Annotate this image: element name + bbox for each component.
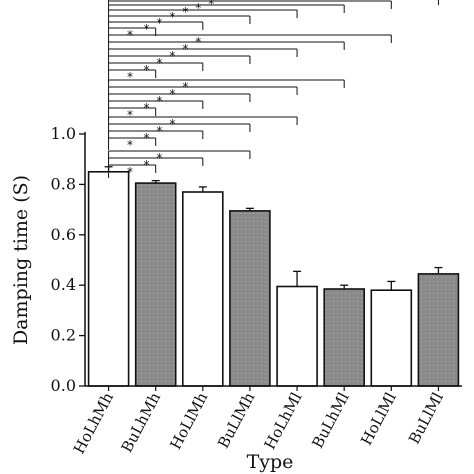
- x-tick-label: BuLhMh: [118, 389, 165, 455]
- x-tick-label: HoLhMh: [70, 389, 117, 457]
- sig-star: *: [169, 49, 175, 63]
- x-axis-title: Type: [247, 451, 294, 473]
- bar: [323, 288, 366, 387]
- y-tick-label: 0.6: [51, 225, 76, 244]
- bar: [134, 182, 177, 387]
- y-tick-label: 1.0: [51, 124, 76, 143]
- sig-star: *: [195, 35, 201, 49]
- sig-star: *: [144, 131, 150, 145]
- sig-star: *: [127, 28, 133, 42]
- sig-star: *: [156, 151, 162, 165]
- sig-star: *: [182, 5, 188, 19]
- sig-star: *: [144, 101, 150, 115]
- x-tick-label: HoLhMl: [261, 389, 306, 452]
- sig-star: *: [182, 42, 188, 56]
- sig-star: *: [127, 138, 133, 152]
- y-tick-label: 0.2: [51, 326, 76, 345]
- sig-star: *: [169, 10, 175, 24]
- sig-star: *: [127, 165, 133, 179]
- bar: [276, 285, 318, 387]
- y-tick-label: 0.8: [51, 174, 76, 193]
- sig-star: *: [144, 22, 150, 36]
- sig-star: *: [127, 70, 133, 84]
- x-tick-label: BuLlMl: [405, 389, 447, 447]
- bar: [182, 191, 224, 387]
- x-tick-label: BuLhMl: [308, 389, 352, 451]
- sig-star: *: [195, 1, 201, 15]
- x-tick-label: BuLlMh: [214, 389, 258, 451]
- bar: [370, 289, 413, 387]
- y-tick-label: 0.0: [51, 376, 76, 395]
- sig-star: *: [182, 80, 188, 94]
- sig-star: *: [208, 0, 214, 11]
- bar: [87, 171, 130, 387]
- sig-star: *: [156, 94, 162, 108]
- y-axis-title: Damping time (S): [10, 175, 32, 345]
- sig-star: *: [169, 117, 175, 131]
- bar: [229, 210, 271, 387]
- sig-star: *: [144, 63, 150, 77]
- sig-star: *: [144, 158, 150, 172]
- sig-star: *: [156, 124, 162, 138]
- sig-star: *: [156, 16, 162, 30]
- sig-star: *: [127, 108, 133, 122]
- y-tick-label: 0.4: [51, 275, 76, 294]
- bar: [417, 273, 460, 387]
- sig-star: *: [169, 87, 175, 101]
- sig-star: *: [156, 56, 162, 70]
- x-tick-label: HoLlMl: [357, 389, 400, 448]
- x-tick-label: HoLlMh: [166, 389, 211, 452]
